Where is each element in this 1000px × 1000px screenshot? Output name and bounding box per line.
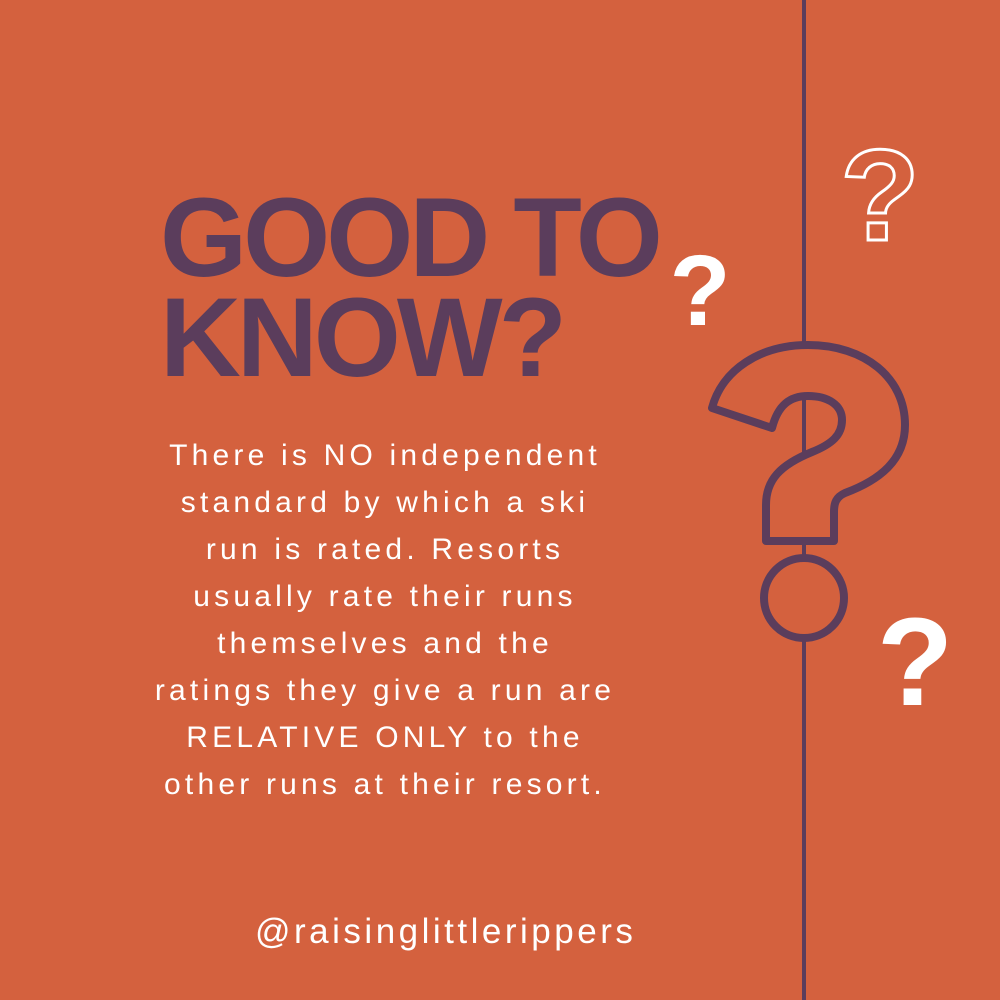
question-mark-filled-icon: ? (669, 235, 730, 347)
body-line: ratings they give a run are (154, 674, 616, 707)
title-line: KNOW? (160, 275, 567, 400)
body-line: RELATIVE ONLY to the (186, 721, 584, 754)
body-line: usually rate their runs (193, 580, 577, 613)
small-question-mark-outline-icon: ? (840, 122, 919, 268)
body-line: standard by which a ski (180, 486, 590, 519)
large-question-mark-dot-icon (760, 554, 848, 642)
body-line: other runs at their resort. (164, 768, 606, 801)
page-title: GOOD TO KNOW? (160, 175, 663, 400)
large-question-mark-outline-icon (708, 341, 909, 545)
social-handle: @raisinglittlerippers (255, 912, 637, 951)
title-line: GOOD TO (160, 175, 663, 300)
body-line: run is rated. Resorts (205, 533, 565, 566)
question-mark-filled-icon: ? (877, 593, 953, 732)
body-line: There is NO independent (169, 439, 601, 472)
body-line: themselves and the (217, 627, 553, 660)
body-text: There is NO independent standard by whic… (40, 432, 730, 808)
